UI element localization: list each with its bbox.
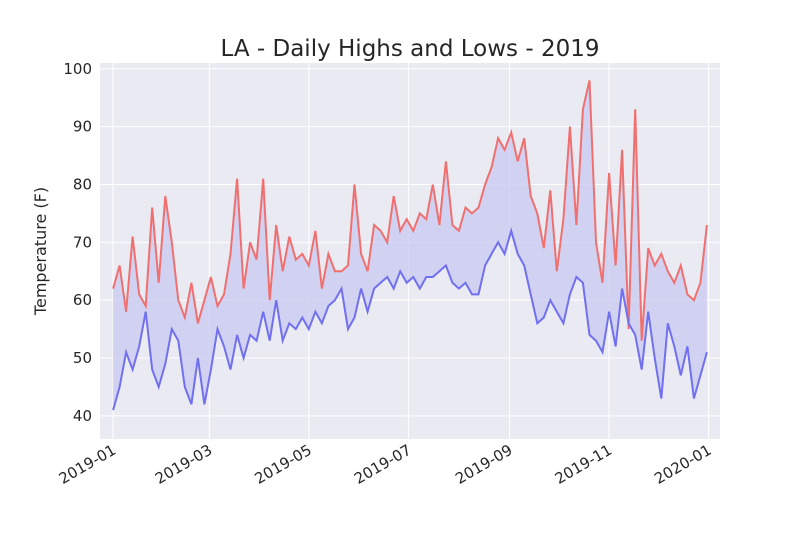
series-line-highs <box>112 80 708 341</box>
y-tick-label: 100 <box>63 60 92 78</box>
x-tick-label: 2019-07 <box>351 441 414 488</box>
x-axis-ticks: 2019-01 2019-03 2019-05 2019-07 2019-09 2019-… <box>56 441 715 488</box>
y-tick-label: 70 <box>73 233 92 251</box>
chart-title: LA - Daily Highs and Lows - 2019 <box>221 36 600 62</box>
x-tick-label: 2019-05 <box>252 441 315 488</box>
y-tick-label: 80 <box>73 175 92 193</box>
x-tick-label: 2019-09 <box>452 441 515 488</box>
x-tick-label: 2019-01 <box>56 441 119 488</box>
y-tick-label: 40 <box>73 407 92 425</box>
high-low-fill-area <box>113 80 707 411</box>
x-tick-label: 2019-11 <box>552 441 615 488</box>
y-tick-label: 60 <box>73 291 92 309</box>
x-tick-label: 2019-03 <box>152 441 215 488</box>
y-axis-label: Temperature (F) <box>31 187 50 316</box>
y-tick-label: 50 <box>73 349 92 367</box>
series-line-lows <box>112 227 708 411</box>
y-tick-label: 90 <box>73 118 92 136</box>
y-axis-ticks: 40 50 60 70 80 90 100 <box>63 60 92 425</box>
x-tick-label: 2020-01 <box>651 441 714 488</box>
